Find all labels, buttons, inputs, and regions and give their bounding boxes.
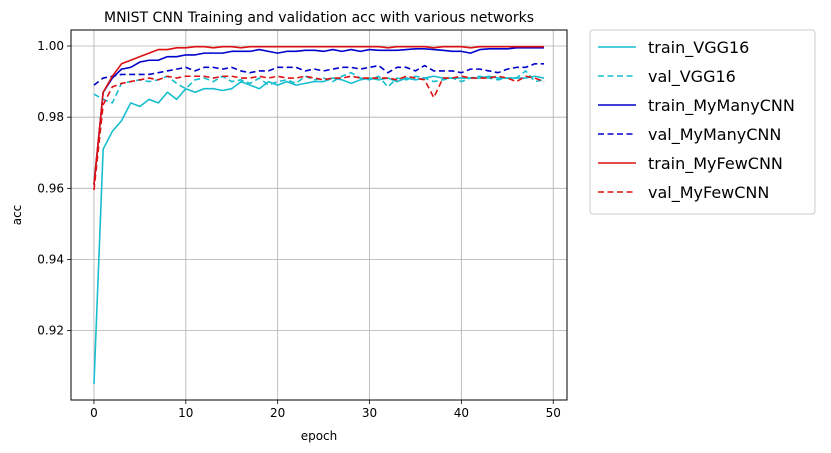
series-line-train_VGG16 [93, 75, 545, 385]
x-tick-label: 30 [362, 406, 377, 420]
x-axis-label: epoch [301, 429, 338, 443]
y-tick-label: 0.96 [37, 181, 64, 195]
chart-title: MNIST CNN Training and validation acc wi… [104, 10, 534, 26]
legend-label: val_VGG16 [648, 67, 736, 87]
series-line-val_MyFewCNN [93, 75, 545, 191]
y-tick-label: 0.94 [37, 252, 64, 266]
x-tick-label: 10 [178, 406, 193, 420]
plot-lines [93, 45, 545, 385]
legend-label: train_MyManyCNN [648, 96, 795, 116]
grid-lines [71, 30, 567, 400]
plot-frame [70, 29, 568, 401]
x-tick-label: 40 [454, 406, 469, 420]
series-line-train_MyFewCNN [93, 45, 545, 185]
y-tick-label: 0.98 [37, 110, 64, 124]
legend: train_VGG16 val_VGG16 train_MyManyCNN val_M… [589, 29, 816, 215]
legend-label: train_MyFewCNN [648, 154, 783, 174]
series-line-val_MyManyCNN [93, 62, 545, 86]
x-tick-label: 20 [270, 406, 285, 420]
series-line-train_MyManyCNN [93, 46, 545, 185]
x-tick-label: 50 [546, 406, 561, 420]
y-tick-label: 0.92 [37, 324, 64, 338]
y-axis-label: acc [10, 205, 24, 226]
legend-box [589, 29, 816, 215]
y-axis: 0.92 0.94 0.96 0.98 1.00 [37, 39, 71, 338]
legend-label: val_MyManyCNN [648, 125, 781, 145]
legend-label: train_VGG16 [648, 38, 749, 58]
x-axis: 0 10 20 30 40 50 [90, 400, 561, 420]
y-tick-label: 1.00 [37, 39, 64, 53]
legend-label: val_MyFewCNN [648, 183, 769, 203]
x-tick-label: 0 [90, 406, 98, 420]
